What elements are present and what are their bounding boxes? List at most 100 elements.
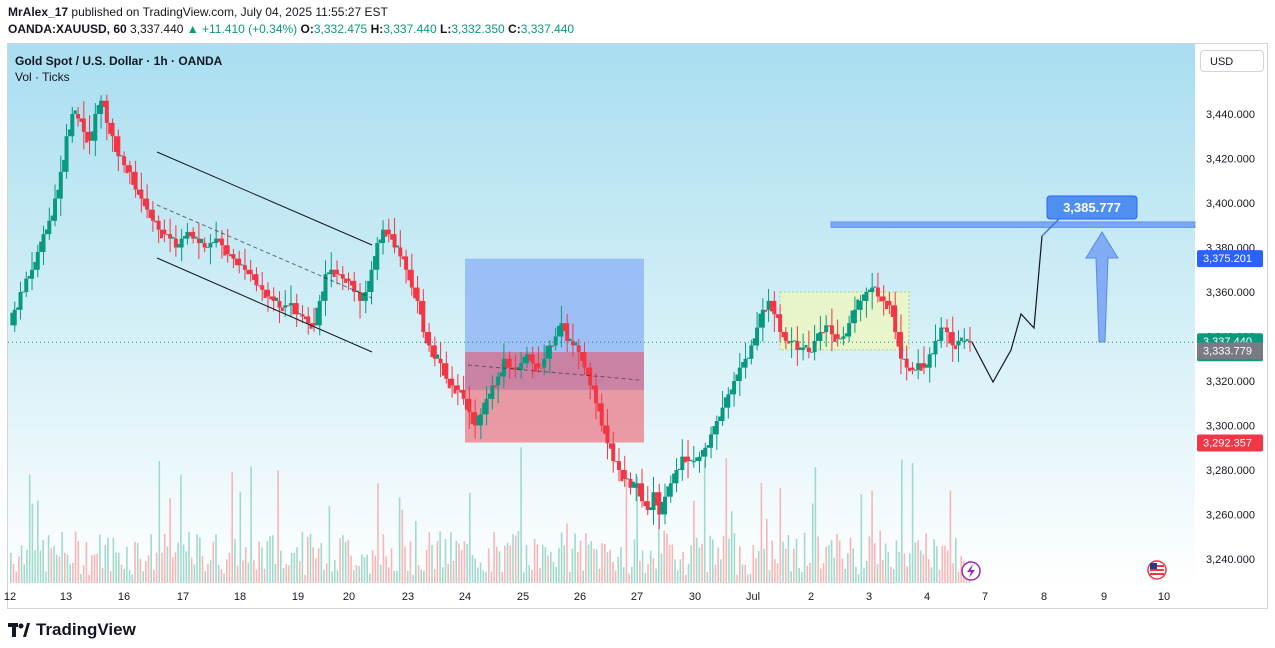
- volume-bar: [182, 544, 185, 583]
- volume-bar: [676, 570, 679, 583]
- author-name[interactable]: MrAlex_17: [8, 5, 69, 19]
- candle-body: [392, 234, 397, 248]
- candle-body: [110, 122, 115, 137]
- x-tick-label: 10: [1158, 591, 1170, 603]
- volume-bar: [204, 571, 206, 583]
- volume-bar: [390, 548, 393, 583]
- candle-body: [574, 342, 578, 346]
- candle-body: [108, 122, 112, 134]
- candle-body: [672, 473, 676, 484]
- currency-button[interactable]: USD: [1200, 50, 1264, 72]
- volume-bar: [690, 545, 692, 583]
- candle-body: [476, 415, 480, 426]
- x-tick-label: 23: [402, 591, 414, 603]
- last-price: 3,337.440: [130, 22, 184, 36]
- volume-bar: [876, 563, 879, 583]
- candle-body: [948, 332, 952, 344]
- volume-bar: [80, 573, 82, 583]
- published-text: published on TradingView.com, July 04, 2…: [71, 5, 388, 19]
- candle-body: [916, 363, 921, 370]
- volume-bar: [471, 555, 474, 583]
- candle-body: [829, 325, 834, 335]
- candle-body: [30, 269, 35, 279]
- candle-body: [177, 244, 181, 248]
- volume-bar: [830, 540, 833, 583]
- volume-bar: [895, 540, 898, 583]
- candle-body: [257, 285, 261, 287]
- candle-body: [933, 340, 938, 355]
- volume-bar: [74, 531, 77, 583]
- volume-bar: [161, 552, 163, 583]
- volume-bar: [212, 541, 215, 583]
- volume-bar: [828, 545, 830, 583]
- volume-bar: [18, 556, 20, 583]
- analysis-zones: [465, 221, 1196, 443]
- candle-body: [384, 229, 388, 237]
- candle-body: [919, 363, 923, 371]
- candle-body: [732, 381, 737, 395]
- candle-body: [288, 303, 293, 306]
- volume-bar: [660, 553, 663, 583]
- volume-bar: [506, 542, 509, 583]
- candle-body: [519, 363, 524, 370]
- candle-body: [162, 229, 167, 235]
- target-label-box: [1046, 195, 1138, 220]
- time-axis[interactable]: 12 13 16 17 18 19 20 23 24 25 26 27 30 Jul 2 3 4 7 8 9 10: [4, 591, 1170, 603]
- volume-bar: [477, 567, 479, 583]
- volume-bar: [226, 559, 228, 583]
- volume-bar: [266, 541, 269, 583]
- volume-bars: [10, 447, 971, 583]
- high-label: H:: [370, 22, 384, 36]
- candle-body: [674, 470, 679, 484]
- candle-body: [879, 296, 883, 302]
- candle-body: [246, 269, 250, 275]
- candle-body: [248, 269, 253, 275]
- volume-bar: [142, 571, 144, 583]
- price-tag-label: 3,292.357: [1203, 438, 1252, 450]
- volume-bar: [309, 533, 312, 583]
- volume-bar: [752, 544, 755, 583]
- flash-icon[interactable]: [961, 561, 981, 581]
- candle-body: [81, 118, 86, 132]
- candle-body: [585, 367, 589, 376]
- candle-body: [464, 398, 468, 410]
- volume-bar: [560, 532, 563, 583]
- volume-bar: [601, 543, 603, 583]
- candle-body: [626, 478, 630, 480]
- candle-body: [275, 297, 279, 301]
- us-flag-icon[interactable]: [1147, 560, 1167, 580]
- candle-body: [76, 114, 81, 119]
- candle-body: [921, 363, 926, 368]
- volume-bar: [863, 567, 865, 583]
- candle-body: [254, 274, 259, 286]
- channel-upper-line: [156, 151, 373, 246]
- volume-bar: [687, 563, 690, 583]
- tradingview-logo-icon: [8, 623, 30, 637]
- candle-body: [852, 309, 857, 324]
- volume-bar: [782, 541, 784, 583]
- volume-bar: [568, 571, 571, 583]
- candle-body: [582, 352, 587, 368]
- volume-bar: [911, 463, 914, 583]
- volume-bar: [269, 536, 271, 583]
- candle-body: [588, 367, 593, 386]
- volume-bar: [490, 571, 493, 583]
- volume-bar: [485, 571, 487, 583]
- volume-bar: [425, 549, 428, 583]
- volume-bar: [433, 569, 436, 583]
- close-value: 3,337.440: [520, 22, 575, 36]
- volume-bar: [595, 549, 598, 583]
- volume-bar: [652, 558, 655, 583]
- candle-body: [962, 340, 967, 343]
- x-tick-label: 17: [177, 591, 189, 603]
- candle-body: [24, 278, 29, 292]
- volume-bar: [355, 564, 358, 583]
- volume-bar: [609, 549, 611, 583]
- candle-body: [890, 305, 894, 318]
- volume-bar: [69, 564, 71, 583]
- candle-body: [47, 220, 52, 235]
- candle-body: [415, 287, 420, 301]
- candle-body: [749, 345, 754, 359]
- volume-bar: [37, 500, 39, 583]
